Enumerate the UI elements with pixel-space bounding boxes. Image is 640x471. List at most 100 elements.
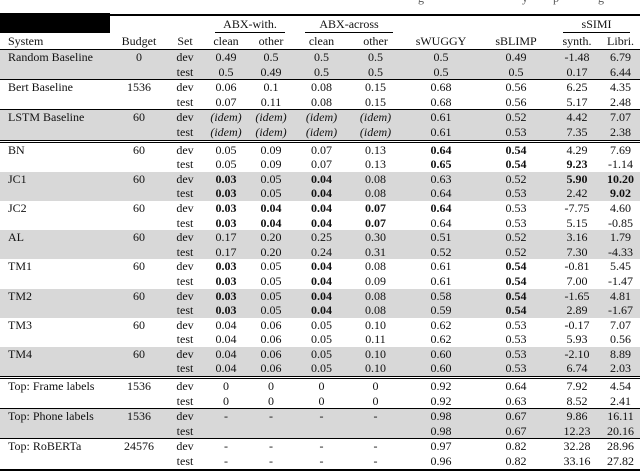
abx-across-other-cell: - [373,454,378,469]
col-header-budget: Budget [113,33,165,50]
table-row: test 0.03 0.04 0.04 0.07 0.64 0.53 5.15 -0.85 [0,216,640,231]
abx-across-clean-cell: 0.08 [311,94,333,109]
abx-across-clean-cell: 0.04 [311,200,333,215]
system-cell: JC2 [8,200,27,215]
ssimi-libri-cell: 6.79 [610,50,632,64]
sblimp-cell: 0.64 [479,376,554,394]
abx-across-other-cell: 0.09 [365,273,387,288]
ssimi-libri-cell: 28.96 [601,438,640,455]
ssimi-libri-cell: 4.35 [601,79,640,95]
system-cell [0,65,113,80]
col-header-system: System [0,33,113,50]
cmidrule [563,32,631,33]
swuggy-cell: 0.61 [430,273,452,288]
budget-cell [113,394,165,409]
col-header-set: Set [165,33,205,50]
budget-cell [113,125,165,141]
sblimp-cell: 0.53 [505,124,527,139]
sblimp-cell: 0.53 [505,200,527,215]
system-cell [0,394,113,409]
set-cell: test [176,303,194,318]
clipped-caption-fragments: gypg [0,0,640,5]
abx-with-other-cell: 0.11 [260,94,282,109]
abx-with-other-cell: 0.1 [247,79,296,95]
ssimi-libri-cell: -1.14 [608,157,634,172]
set-cell: dev [176,288,194,303]
ssimi-libri-cell: 8.89 [610,346,632,361]
sblimp-cell: 0.56 [505,94,527,109]
group-header-row: ABX-with. ABX-across sWUGGY sBLIMP sSIMI [0,15,640,50]
abx-with-other-cell: (idem) [247,109,296,125]
swuggy-cell: 0.62 [430,317,452,332]
abx-with-other-cell: 0.06 [260,361,282,376]
abx-with-clean-cell: 0.17 [215,244,237,259]
swuggy-cell: 0.68 [430,94,452,109]
budget-cell [113,65,165,80]
abx-with-other-cell: 0.49 [260,64,282,79]
ssimi-synth-cell: 5.17 [566,94,588,109]
abx-with-clean-cell: 0.5 [218,64,234,79]
ssimi-libri-cell: 7.07 [610,317,632,332]
budget-cell: 1536 [113,376,165,394]
sblimp-cell: 0.53 [505,215,527,230]
set-cell: test [176,361,194,376]
abx-with-label: ABX-with. [223,17,277,31]
system-cell [0,361,113,377]
ssimi-synth-cell: 9.23 [566,157,588,172]
abx-across-clean-cell: 0.05 [311,317,333,332]
system-cell: LSTM Baseline [0,109,113,125]
sblimp-cell: 0.53 [505,186,527,201]
abx-across-clean-cell: (idem) [305,124,338,139]
results-table: ABX-with. ABX-across sWUGGY sBLIMP sSIMI… [0,14,640,471]
budget-cell [113,245,165,260]
ssimi-synth-cell: 2.42 [566,186,588,201]
col-header-swuggy: sWUGGY [403,15,480,50]
budget-cell: 1536 [113,79,165,95]
abx-with-clean-cell: 0.06 [205,79,247,95]
abx-with-other-cell: 0.09 [247,139,296,158]
sblimp-cell: 0.49 [505,50,527,64]
system-cell [0,454,113,470]
table-row: Top: RoBERTa 24576 dev - - - -0.97 0.82 32.28 28.… [0,438,640,455]
abx-across-clean-cell: 0.04 [311,186,333,201]
abx-across-other-cell: 0.08 [365,171,387,186]
abx-with-clean-cell: 0.05 [205,139,247,158]
abx-with-clean-cell: 0 [223,393,229,408]
ssimi-synth-cell: -0.17 [564,317,590,332]
system-cell: Bert Baseline [0,79,113,95]
abx-across-clean-cell [295,424,348,439]
swuggy-cell: 0.61 [430,124,452,139]
abx-across-other-cell: 0 [348,376,404,394]
set-cell: dev [165,408,205,424]
abx-with-other-cell: 0.06 [260,332,282,347]
abx-across-clean-cell: 0.05 [311,361,333,376]
budget-cell [113,186,165,201]
budget-cell [113,424,165,439]
col-header-clean-across: clean [295,33,349,50]
table-row: test 0.17 0.20 0.24 0.31 0.52 0.52 7.30 -4.33 [0,244,640,260]
set-cell: dev [176,317,194,332]
budget-cell: 60 [133,230,145,245]
set-cell: test [176,186,194,201]
budget-cell: 1536 [113,408,165,424]
abx-with-other-cell: 0.05 [260,171,282,186]
abx-with-other-cell: - [247,438,296,455]
system-cell [0,95,113,110]
swuggy-cell: 0.63 [430,171,452,186]
ssimi-libri-cell: 27.82 [607,454,635,469]
set-cell: dev [165,79,205,95]
abx-across-clean-cell: - [319,454,324,469]
col-header-other-across: other [348,33,404,50]
abx-across-other-cell: 0 [372,393,379,408]
table-row: test 0.03 0.05 0.04 0.09 0.61 0.54 7.00 -1.47 [0,274,640,289]
system-cell [0,216,113,231]
swuggy-cell: 0.98 [403,408,480,424]
ssimi-synth-cell: 3.16 [566,230,588,245]
system-cell: AL [8,230,24,245]
ssimi-synth-cell: 2.89 [566,303,588,318]
swuggy-cell: 0.64 [403,139,480,158]
system-cell [0,332,113,347]
swuggy-cell: 0.5 [433,64,449,79]
ssimi-synth-cell: 5.15 [566,215,588,230]
abx-with-other-cell: 0.05 [260,186,282,201]
